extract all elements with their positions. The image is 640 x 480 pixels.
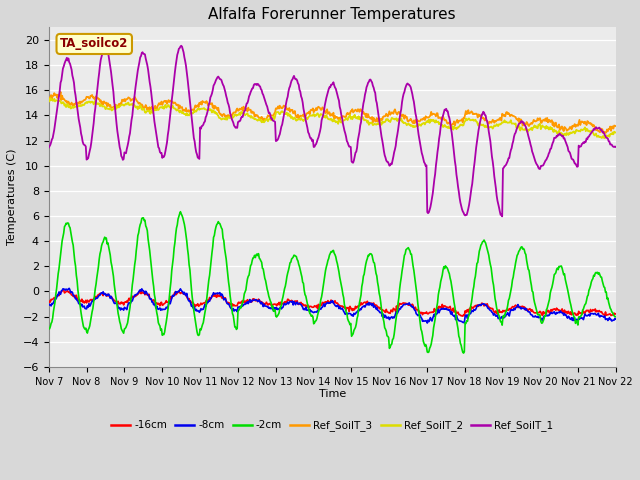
X-axis label: Time: Time — [319, 389, 346, 399]
Legend: -16cm, -8cm, -2cm, Ref_SoilT_3, Ref_SoilT_2, Ref_SoilT_1: -16cm, -8cm, -2cm, Ref_SoilT_3, Ref_Soil… — [107, 416, 557, 435]
Title: Alfalfa Forerunner Temperatures: Alfalfa Forerunner Temperatures — [209, 7, 456, 22]
Y-axis label: Temperatures (C): Temperatures (C) — [7, 149, 17, 245]
Text: TA_soilco2: TA_soilco2 — [60, 37, 129, 50]
